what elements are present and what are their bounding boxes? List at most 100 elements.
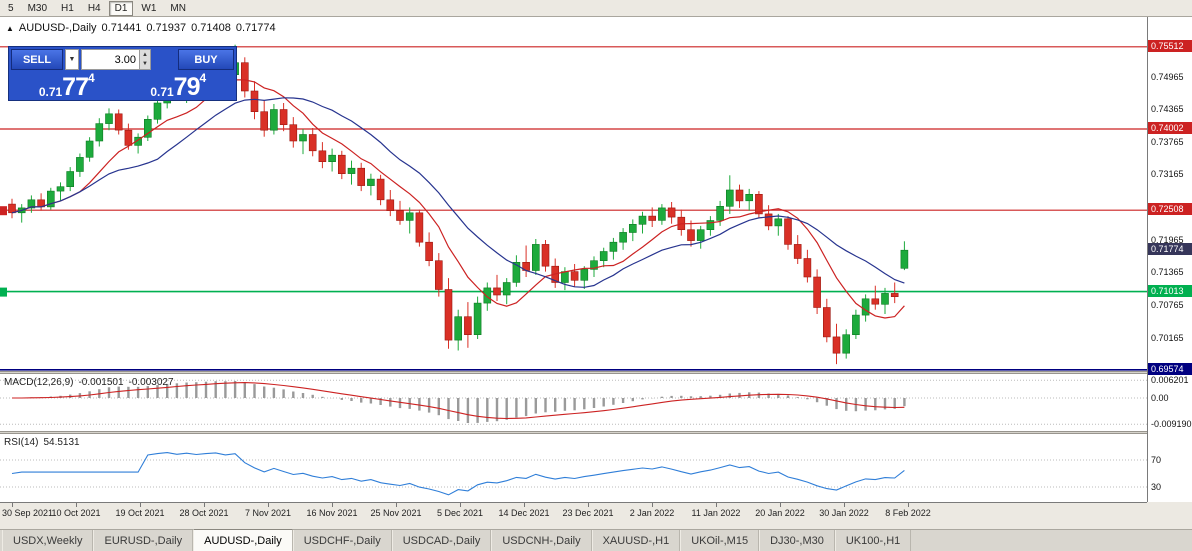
date-tick [844,503,845,507]
dropdown-arrow-icon: ▼ [68,56,76,63]
date-axis-label: 8 Feb 2022 [885,508,931,518]
date-axis-label: 7 Nov 2021 [244,508,292,518]
date-axis-label: 25 Nov 2021 [370,508,422,518]
date-axis-label: 2 Jan 2022 [629,508,675,518]
chart-tab-dj30-m30[interactable]: DJ30-,M30 [759,530,835,551]
sell-price-big-digits: 77 [62,73,89,101]
spin-up-icon[interactable]: ▲ [140,50,150,60]
one-click-trade-panel: SELL ▼ 3.00 ▲ ▼ BUY 0.71 77 4 0.71 79 4 [8,46,237,101]
symbol-marker-icon: ▲ [6,23,14,33]
chart-tab-uk100-h1[interactable]: UK100-,H1 [834,530,912,551]
price-axis[interactable]: 0.75512 0.74965 0.74365 0.74002 0.73765 0.731… [1147,17,1192,502]
buy-price-pip: 4 [199,71,207,85]
chart-tab-eurusd-daily[interactable]: EURUSD-,Daily [93,530,194,551]
date-tick [76,503,77,507]
price-level-badge-current: 0.71774 [1148,243,1192,255]
ohlc-high: 0.71937 [146,22,187,34]
chart-tab-ukoil-m15[interactable]: UKOil-,M15 [680,530,760,551]
timeframe-toolbar: 5 M30 H1 H4 D1 W1 MN [0,0,1192,17]
volume-dropdown-button[interactable]: ▼ [65,49,79,70]
sell-button[interactable]: SELL [11,49,63,70]
rsi-label: RSI(14) 54.5131 [4,437,80,448]
ohlc-close: 0.71774 [235,22,276,34]
date-tick [140,503,141,507]
ohlc-low: 0.71408 [191,22,231,34]
volume-input[interactable]: 3.00 [81,49,139,70]
chart-tab-usdchf-daily[interactable]: USDCHF-,Daily [292,530,392,551]
date-tick [460,503,461,507]
timeframe-button-mn[interactable]: MN [170,2,186,14]
chart-tab-usdx-weekly[interactable]: USDX,Weekly [2,530,94,551]
price-axis-label: 0.70765 [1151,300,1184,310]
volume-spinner[interactable]: ▲ ▼ [139,49,151,70]
price-level-badge-resistance: 0.75512 [1148,40,1192,52]
date-axis-label: 11 Jan 2022 [691,508,741,518]
macd-axis-label: -0.009190 [1151,419,1192,429]
chart-tab-usdcnh-daily[interactable]: USDCNH-,Daily [491,530,592,551]
rsi-panel[interactable] [0,434,1147,502]
timeframe-button-5[interactable]: 5 [8,2,14,14]
price-chart-svg[interactable] [0,17,1147,371]
rsi-axis-label: 70 [1151,455,1162,465]
spin-down-icon[interactable]: ▼ [140,59,150,69]
price-level-badge-lower: 0.69574 [1148,363,1192,375]
date-axis-label: 20 Jan 2022 [755,508,805,518]
buy-price-display[interactable]: 0.71 79 4 [123,72,235,100]
sell-price-pip: 4 [87,71,95,85]
macd-axis-label: 0.006201 [1151,375,1189,385]
panel-divider-macd[interactable] [0,371,1192,374]
macd-svg[interactable] [0,374,1147,431]
date-tick [204,503,205,507]
price-axis-label: 0.70165 [1151,333,1184,343]
date-tick [12,503,13,507]
date-axis-label: 5 Dec 2021 [436,508,484,518]
date-tick [268,503,269,507]
date-tick [780,503,781,507]
chart-tab-usdcad-daily[interactable]: USDCAD-,Daily [391,530,492,551]
timeframe-button-h4[interactable]: H4 [87,2,101,14]
macd-axis-label: 0.00 [1151,393,1169,403]
timeframe-button-d1[interactable]: D1 [108,0,134,16]
rsi-value: 54.5131 [43,437,80,448]
sell-price-prefix: 0.71 [38,85,63,99]
chart-tab-xauusd-h1[interactable]: XAUUSD-,H1 [591,530,681,551]
price-axis-label: 0.74965 [1151,72,1184,82]
sell-price-display[interactable]: 0.71 77 4 [11,72,123,100]
date-tick [908,503,909,507]
buy-button[interactable]: BUY [178,49,234,70]
timeframe-button-w1[interactable]: W1 [141,2,157,14]
macd-value: -0.001501 [78,377,124,388]
date-axis-label: 16 Nov 2021 [306,508,358,518]
date-axis-label: 28 Oct 2021 [179,508,229,518]
rsi-axis-label: 30 [1151,482,1162,492]
date-axis[interactable]: 30 Sep 2021 10 Oct 2021 19 Oct 2021 28 Oct … [0,502,1147,522]
date-axis-label: 19 Oct 2021 [115,508,165,518]
ohlc-open: 0.71441 [101,22,142,34]
macd-label: MACD(12,26,9) -0.001501 -0.003027 [4,377,174,388]
price-axis-label: 0.71365 [1151,267,1184,277]
macd-signal-value: -0.003027 [128,377,174,388]
date-tick [396,503,397,507]
buy-price-prefix: 0.71 [150,85,174,99]
price-level-badge-support: 0.71013 [1148,285,1192,297]
rsi-svg[interactable] [0,434,1147,502]
timeframe-button-m30[interactable]: M30 [27,2,48,14]
date-tick [524,503,525,507]
timeframe-button-h1[interactable]: H1 [61,2,74,14]
date-tick [652,503,653,507]
chart-header: ▲ AUDUSD-,Daily 0.71441 0.71937 0.71408 … [6,22,276,34]
buy-price-big-digits: 79 [173,73,201,101]
macd-name: MACD(12,26,9) [4,377,74,388]
chart-tabbar: USDX,Weekly EURUSD-,Daily AUDUSD-,Daily USD… [0,529,1192,551]
price-level-badge-resistance: 0.74002 [1148,122,1192,134]
date-tick [588,503,589,507]
date-axis-label: 23 Dec 2021 [562,508,614,518]
date-tick [332,503,333,507]
panel-divider-rsi[interactable] [0,431,1192,434]
chart-tab-audusd-daily[interactable]: AUDUSD-,Daily [193,529,293,551]
date-tick [716,503,717,507]
price-level-badge-resistance: 0.72508 [1148,203,1192,215]
price-axis-label: 0.71965 [1151,235,1184,245]
price-axis-label: 0.74365 [1151,104,1184,114]
rsi-name: RSI(14) [4,437,39,448]
